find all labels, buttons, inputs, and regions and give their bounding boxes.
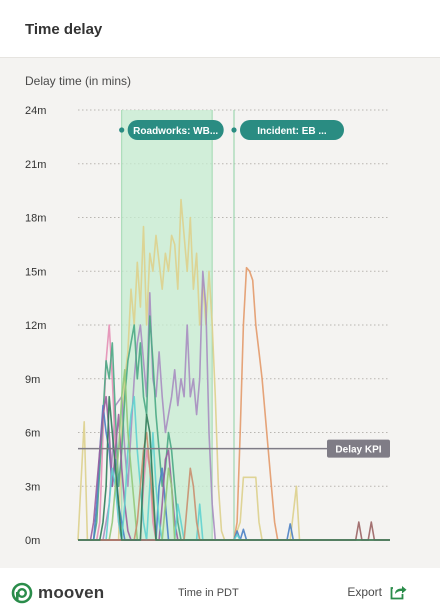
event-pill xyxy=(240,120,344,140)
kpi-badge xyxy=(327,439,390,458)
y-tick-label: 18m xyxy=(25,213,46,225)
export-label: Export xyxy=(347,585,382,599)
event-dot xyxy=(119,127,125,133)
export-button[interactable]: Export xyxy=(347,584,408,600)
event-label: Roadworks: WB... xyxy=(133,126,218,137)
event-band xyxy=(121,110,213,540)
y-axis-title: Delay time (in mins) xyxy=(25,74,131,88)
series-line xyxy=(78,315,390,541)
delay-chart: Delay time (in mins) 0m 3m 6m 9m 12m 15m 18m 21… xyxy=(25,74,390,547)
chart-panel xyxy=(0,58,440,568)
mooven-logo-icon xyxy=(11,582,33,604)
series-line xyxy=(78,369,390,541)
event-bands xyxy=(121,110,235,540)
y-tick-label: 6m xyxy=(25,428,40,440)
x-axis-title: Time in PDT xyxy=(178,587,239,599)
brand-logo: mooven xyxy=(11,582,104,604)
y-tick-label: 12m xyxy=(25,320,46,332)
y-tick-label: 24m xyxy=(25,105,46,117)
event-label: Incident: EB ... xyxy=(257,126,327,137)
brand-name: mooven xyxy=(38,583,105,602)
kpi-line: Delay KPI xyxy=(78,439,390,458)
event-dot xyxy=(231,127,237,133)
footer xyxy=(0,568,440,612)
series-line xyxy=(78,270,390,541)
kpi-label: Delay KPI xyxy=(335,445,381,456)
y-tick-label: 9m xyxy=(25,374,40,386)
y-tick-label: 0m xyxy=(25,535,40,547)
y-tick-label: 15m xyxy=(25,266,46,278)
series-lines xyxy=(77,198,390,541)
series-line xyxy=(78,395,390,541)
event-labels: Roadworks: WB... Incident: EB ... xyxy=(119,120,344,140)
event-pill xyxy=(127,120,224,140)
y-tick-label: 21m xyxy=(25,159,46,171)
series-line xyxy=(78,395,390,541)
header: Time delay xyxy=(0,0,440,58)
y-tick-label: 3m xyxy=(25,481,40,493)
series-line xyxy=(78,266,390,541)
share-icon xyxy=(390,586,407,600)
page-title: Time delay xyxy=(25,21,103,38)
series-line xyxy=(78,395,390,541)
